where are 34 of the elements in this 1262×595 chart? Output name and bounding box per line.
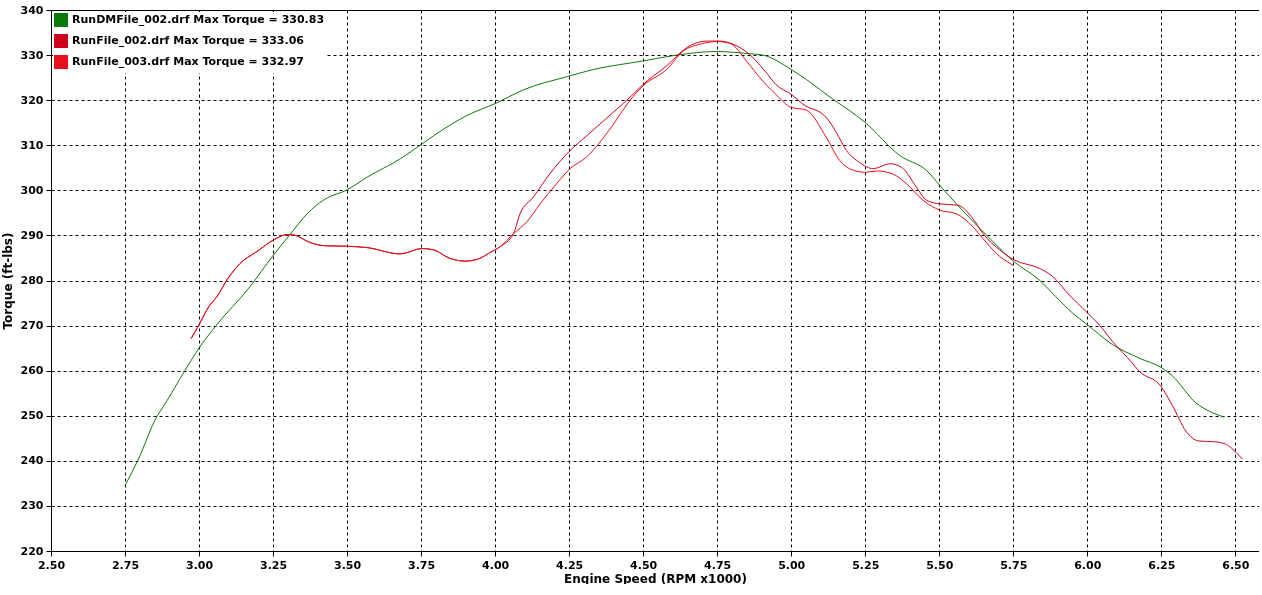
x-tick-label: 5.50 <box>926 558 954 572</box>
x-tick-label: 2.75 <box>111 558 140 572</box>
y-tick-label: 300 <box>20 183 44 197</box>
y-tick-label: 240 <box>20 454 44 468</box>
y-tick-label: 230 <box>20 499 44 513</box>
x-tick-label: 5.25 <box>852 558 880 572</box>
y-tick-label: 280 <box>20 274 44 287</box>
y-tick-label: 270 <box>20 319 44 333</box>
x-tick-label: 6.25 <box>1148 558 1176 572</box>
x-tick-label: 3.00 <box>185 558 214 572</box>
x-tick-label: 3.25 <box>259 558 288 572</box>
y-tick-label: 250 <box>20 409 44 423</box>
x-tick-label: 4.75 <box>704 558 732 572</box>
legend-label: RunFile_003.drf Max Torque = 332.97 <box>72 55 305 68</box>
x-tick-label: 5.00 <box>778 558 806 572</box>
x-tick-label: 3.50 <box>334 558 362 572</box>
y-tick-label: 320 <box>20 93 44 107</box>
x-tick-label: 6.50 <box>1222 558 1250 572</box>
x-tick-label: 6.00 <box>1074 558 1102 572</box>
x-tick-label: 4.25 <box>556 558 584 572</box>
x-tick-label: 5.75 <box>1000 558 1028 572</box>
x-tick-label: 2.50 <box>37 558 66 572</box>
x-tick-label: 3.75 <box>408 558 436 572</box>
y-tick-label: 330 <box>20 48 44 62</box>
x-tick-label: 4.50 <box>630 558 658 572</box>
legend-label: RunFile_002.drf Max Torque = 333.06 <box>72 34 305 47</box>
y-tick-label: 340 <box>20 3 44 17</box>
x-tick-label: 4.00 <box>482 558 510 572</box>
legend-label: RunDMFile_002.drf Max Torque = 330.83 <box>72 13 325 26</box>
y-axis-title: Torque (ft-lbs) <box>0 232 15 330</box>
y-tick-label: 220 <box>20 544 44 558</box>
y-tick-label: 290 <box>20 228 44 242</box>
y-tick-label: 260 <box>20 364 44 378</box>
y-tick-label: 310 <box>20 138 44 152</box>
